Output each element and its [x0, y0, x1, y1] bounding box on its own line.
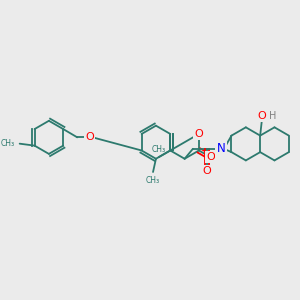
- Text: N: N: [217, 142, 225, 155]
- Text: CH₃: CH₃: [152, 145, 166, 154]
- Text: CH₃: CH₃: [146, 176, 160, 185]
- Text: O: O: [257, 111, 266, 121]
- Text: H: H: [268, 111, 276, 121]
- Text: O: O: [206, 152, 215, 162]
- Text: CH₃: CH₃: [1, 139, 15, 148]
- Text: O: O: [85, 132, 94, 142]
- Text: O: O: [202, 166, 211, 176]
- Text: O: O: [195, 129, 203, 139]
